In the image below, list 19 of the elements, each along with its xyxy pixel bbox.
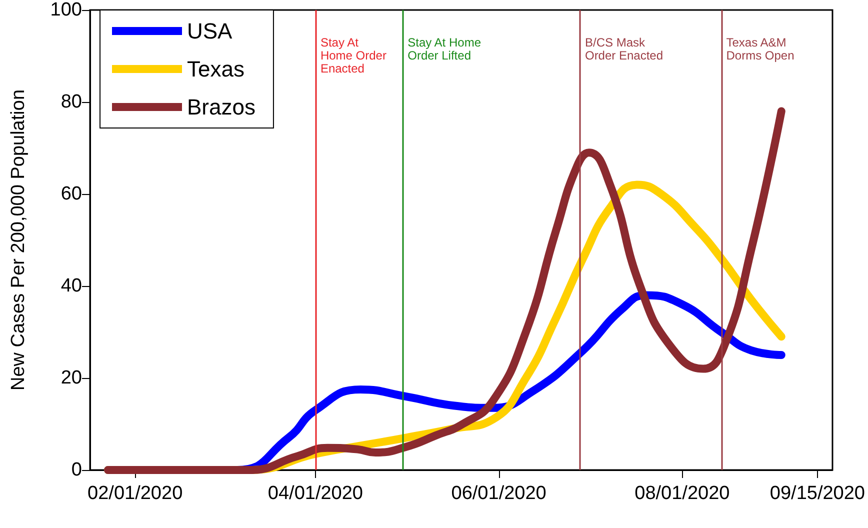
x-tick-label: 09/15/2020 (770, 483, 865, 504)
ref-line-label: Stay At Home Order Enacted (320, 36, 386, 76)
ref-line-label: Stay At Home Order Lifted (408, 36, 482, 62)
y-tick-label: 0 (71, 460, 82, 480)
legend-label: Texas (187, 56, 244, 82)
legend-label: USA (187, 18, 233, 44)
y-tick-label: 20 (60, 368, 82, 388)
ref-line-label: B/CS Mask Order Enacted (584, 36, 664, 62)
x-tick-label: 04/01/2020 (268, 483, 363, 504)
y-tick-label: 80 (60, 92, 82, 112)
y-axis-title: New Cases Per 200,000 Population (8, 89, 29, 391)
y-tick-label: 40 (60, 276, 82, 296)
ref-line-label: Texas A&M Dorms Open (726, 36, 794, 62)
x-tick-label: 08/01/2020 (634, 483, 730, 504)
x-tick-label: 02/01/2020 (88, 483, 183, 504)
y-tick-label: 60 (60, 184, 82, 204)
legend-label: Brazos (187, 94, 256, 120)
y-tick-label: 100 (50, 0, 82, 20)
x-tick-label: 06/01/2020 (451, 483, 546, 504)
